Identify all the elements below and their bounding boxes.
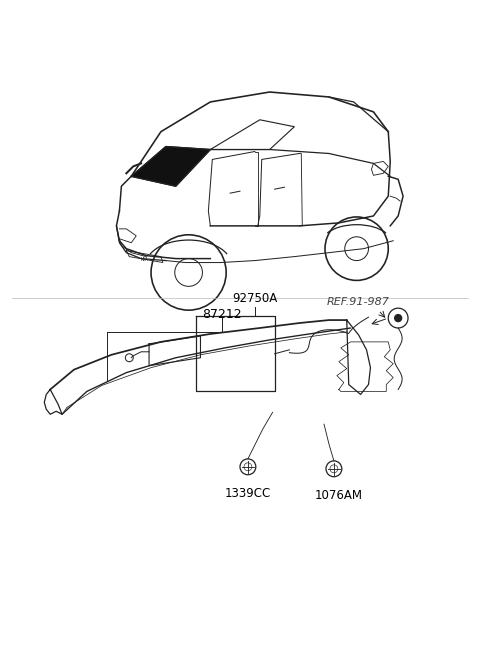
Text: 87212: 87212 <box>203 308 242 321</box>
Circle shape <box>395 315 402 321</box>
Text: 1339CC: 1339CC <box>225 487 271 500</box>
Polygon shape <box>131 146 210 186</box>
Text: KIA: KIA <box>140 257 148 262</box>
Text: 92750A: 92750A <box>232 292 277 305</box>
Text: REF.91-987: REF.91-987 <box>327 297 390 307</box>
Text: 1076AM: 1076AM <box>315 489 363 502</box>
